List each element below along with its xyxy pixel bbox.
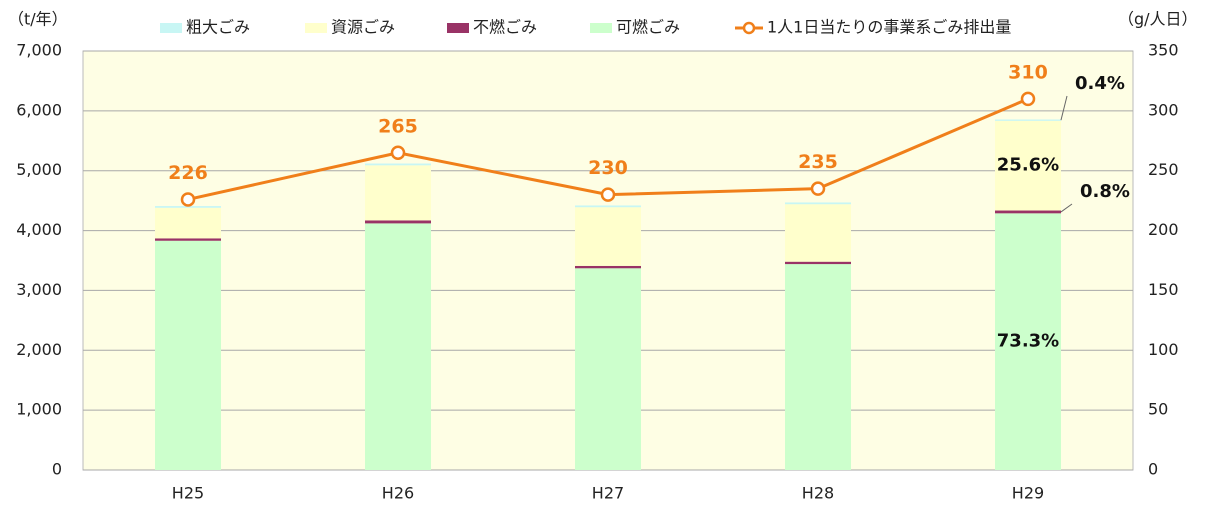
- bar-segment: [155, 240, 221, 470]
- line-marker: [1020, 91, 1036, 107]
- bar-segment: [365, 165, 431, 221]
- line-marker: [390, 145, 406, 161]
- legend-label: 1人1日当たりの事業系ごみ排出量: [767, 18, 1011, 37]
- x-tick-label: H25: [172, 484, 204, 503]
- x-tick-label: H28: [802, 484, 834, 503]
- y2-tick-label: 200: [1148, 220, 1179, 239]
- y-tick-label: 3,000: [16, 280, 62, 299]
- bar-segment: [785, 264, 851, 470]
- legend-swatch: [447, 23, 469, 33]
- line-marker: [810, 181, 826, 196]
- legend-label: 不燃ごみ: [473, 18, 537, 37]
- bar-segment: [995, 119, 1061, 121]
- bar-segment: [785, 261, 851, 265]
- data-label: 310: [1008, 61, 1048, 83]
- y-tick-label: 5,000: [16, 160, 62, 179]
- y-tick-label: 6,000: [16, 100, 62, 119]
- bar-segment: [575, 268, 641, 470]
- y2-tick-label: 350: [1148, 41, 1179, 60]
- bar-segment: [365, 163, 431, 166]
- y2-axis-label: （g/人日）: [1118, 10, 1198, 29]
- legend-label: 資源ごみ: [331, 18, 395, 37]
- x-tick-label: H26: [382, 484, 414, 503]
- legend-label: 粗大ごみ: [186, 18, 250, 37]
- y2-tick-label: 150: [1148, 280, 1179, 299]
- bar-segment: [155, 206, 221, 208]
- data-label: 235: [798, 151, 838, 173]
- y-axis-label: （t/年）: [8, 10, 68, 29]
- annotation: 0.8%: [1080, 181, 1130, 202]
- data-label: 265: [378, 115, 418, 137]
- leader-line: [1060, 203, 1073, 213]
- legend-swatch: [590, 23, 612, 33]
- bar-segment: [995, 213, 1061, 470]
- y-tick-label: 4,000: [16, 220, 62, 239]
- leader-line: [1060, 95, 1068, 121]
- y-tick-label: 1,000: [16, 400, 62, 419]
- bar-segment: [155, 207, 221, 239]
- annotation: 73.3%: [997, 331, 1059, 352]
- annotation: 25.6%: [997, 155, 1059, 176]
- line-marker: [600, 187, 616, 202]
- legend-swatch: [160, 23, 182, 33]
- annotation: 0.4%: [1075, 73, 1125, 94]
- x-tick-label: H29: [1012, 484, 1044, 503]
- bar-segment: [575, 205, 641, 208]
- bar-segment: [785, 202, 851, 205]
- y-tick-label: 2,000: [16, 340, 62, 359]
- y-tick-label: 7,000: [16, 41, 62, 60]
- data-label: 230: [588, 157, 628, 179]
- data-label: 226: [168, 162, 208, 184]
- bar-segment: [365, 220, 431, 224]
- bar-segment: [575, 207, 641, 266]
- y2-tick-label: 250: [1148, 160, 1179, 179]
- y2-tick-label: 50: [1148, 400, 1168, 419]
- bar-segment: [995, 120, 1061, 211]
- y2-tick-label: 100: [1148, 340, 1179, 359]
- legend-swatch: [742, 21, 756, 35]
- bar-segment: [365, 223, 431, 470]
- line-marker: [180, 192, 196, 207]
- bar-segment: [575, 265, 641, 269]
- x-tick-label: H27: [592, 484, 624, 503]
- legend-label: 可燃ごみ: [616, 18, 680, 37]
- y2-tick-label: 300: [1148, 100, 1179, 119]
- bar-segment: [995, 210, 1061, 214]
- y-tick-label: 0: [52, 460, 62, 479]
- bar-segment: [155, 238, 221, 241]
- y2-tick-label: 0: [1148, 460, 1158, 479]
- bar-segment: [785, 204, 851, 262]
- legend-swatch: [305, 23, 327, 33]
